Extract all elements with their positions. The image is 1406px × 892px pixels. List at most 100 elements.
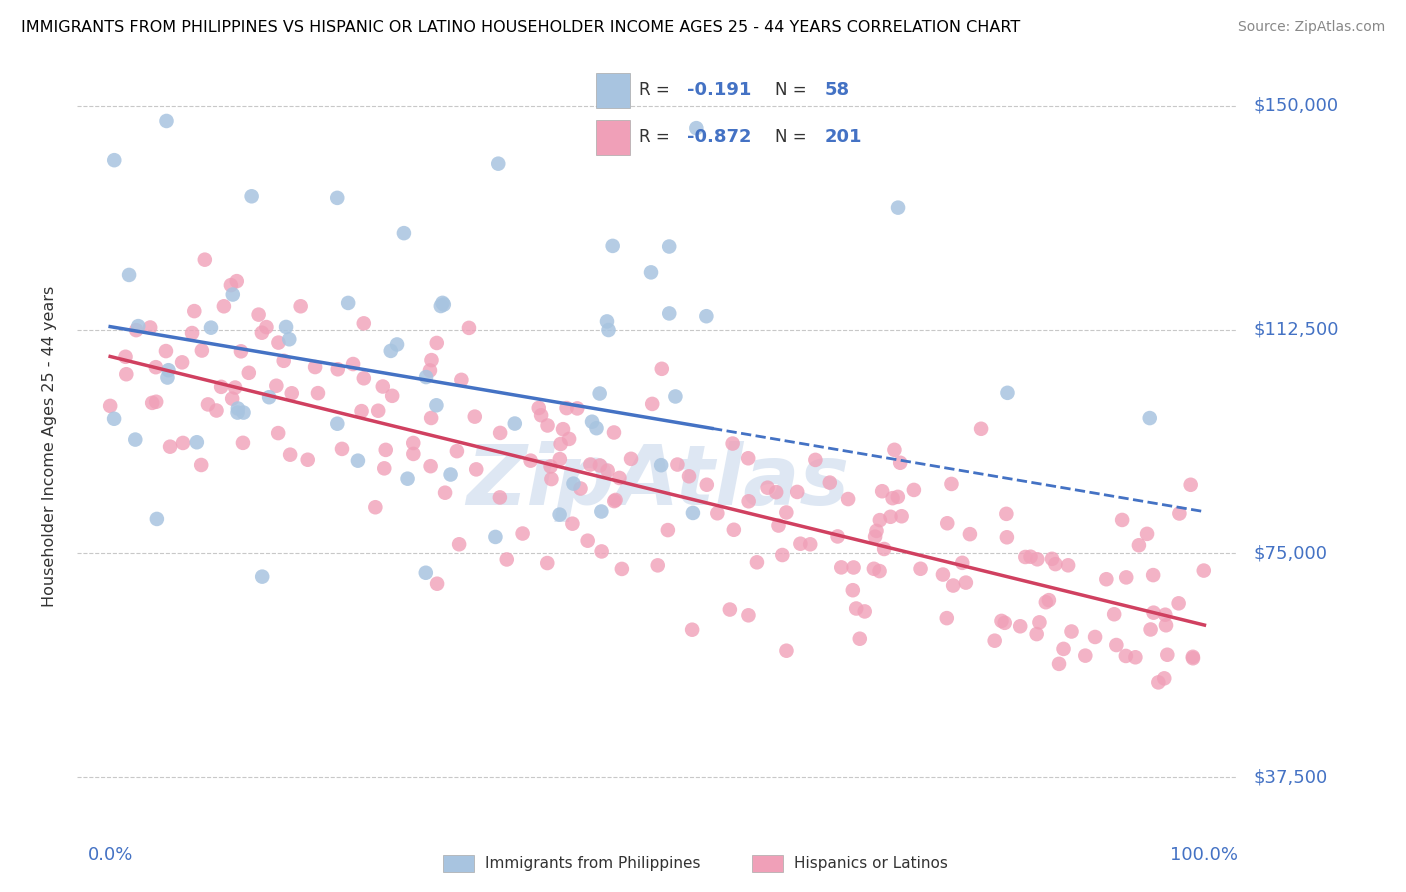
Point	[997, 385, 1019, 400]
Point	[425, 398, 447, 412]
Point	[1181, 651, 1204, 665]
Point	[845, 601, 868, 615]
Point	[353, 371, 375, 385]
Point	[326, 362, 349, 376]
Point	[115, 368, 138, 382]
Point	[297, 452, 319, 467]
Point	[596, 314, 619, 328]
Point	[1025, 627, 1047, 641]
Point	[696, 477, 718, 491]
Point	[212, 299, 235, 313]
Point	[495, 552, 517, 566]
Point	[367, 403, 389, 417]
Point	[127, 319, 149, 334]
Point	[209, 380, 232, 394]
Point	[1180, 477, 1202, 491]
Point	[290, 299, 312, 313]
Point	[990, 614, 1012, 628]
Point	[273, 354, 295, 368]
Point	[765, 485, 787, 500]
Point	[658, 239, 681, 253]
Point	[540, 459, 562, 474]
Point	[465, 462, 488, 476]
Point	[1125, 650, 1147, 665]
Point	[155, 344, 177, 359]
Point	[172, 436, 194, 450]
Point	[396, 472, 419, 486]
Point	[141, 396, 163, 410]
Point	[222, 287, 245, 301]
Point	[804, 453, 827, 467]
Point	[155, 114, 177, 128]
Point	[337, 296, 360, 310]
Point	[775, 643, 797, 657]
Point	[247, 308, 270, 322]
Point	[226, 406, 249, 420]
Point	[157, 363, 180, 377]
Point	[561, 516, 583, 531]
Point	[950, 556, 973, 570]
Point	[118, 268, 141, 282]
Text: 201: 201	[825, 128, 862, 146]
Point	[786, 484, 808, 499]
Point	[647, 558, 669, 573]
Point	[603, 425, 626, 440]
Text: $37,500: $37,500	[1254, 768, 1327, 787]
Point	[1181, 649, 1204, 664]
Point	[865, 524, 887, 538]
Point	[219, 278, 242, 293]
Point	[640, 265, 662, 279]
Point	[1153, 671, 1175, 685]
Point	[942, 578, 965, 592]
Point	[994, 615, 1017, 630]
Point	[240, 189, 263, 203]
Point	[347, 453, 370, 467]
Point	[181, 326, 204, 340]
Point	[550, 437, 572, 451]
Point	[995, 530, 1018, 544]
Point	[426, 335, 449, 350]
Point	[530, 409, 553, 423]
Point	[882, 491, 904, 505]
Point	[1167, 596, 1189, 610]
Point	[415, 566, 437, 580]
Point	[527, 401, 550, 415]
Point	[842, 560, 865, 574]
Point	[278, 332, 301, 346]
Point	[103, 153, 125, 168]
Point	[591, 504, 613, 518]
Point	[1115, 648, 1137, 663]
Point	[585, 421, 607, 435]
Point	[257, 390, 280, 404]
Point	[890, 509, 912, 524]
Point	[145, 394, 167, 409]
Point	[799, 537, 821, 551]
Text: N =: N =	[775, 81, 807, 99]
Point	[371, 379, 394, 393]
Point	[887, 201, 910, 215]
Point	[373, 461, 395, 475]
Point	[869, 513, 891, 527]
Point	[439, 467, 461, 482]
Point	[426, 576, 449, 591]
Point	[146, 512, 169, 526]
Point	[562, 476, 585, 491]
Point	[430, 299, 453, 313]
Point	[555, 401, 578, 416]
Point	[910, 562, 932, 576]
Point	[681, 623, 703, 637]
Point	[775, 506, 797, 520]
Text: N =: N =	[775, 128, 807, 146]
Text: -0.872: -0.872	[688, 128, 752, 146]
Point	[1038, 593, 1060, 607]
Point	[194, 252, 217, 267]
Point	[1139, 623, 1161, 637]
Point	[853, 604, 876, 618]
Point	[1026, 552, 1049, 566]
Point	[737, 451, 759, 466]
Point	[145, 360, 167, 375]
Text: -0.191: -0.191	[688, 81, 751, 99]
Point	[1139, 411, 1161, 425]
Point	[1047, 657, 1070, 671]
Point	[1142, 568, 1164, 582]
